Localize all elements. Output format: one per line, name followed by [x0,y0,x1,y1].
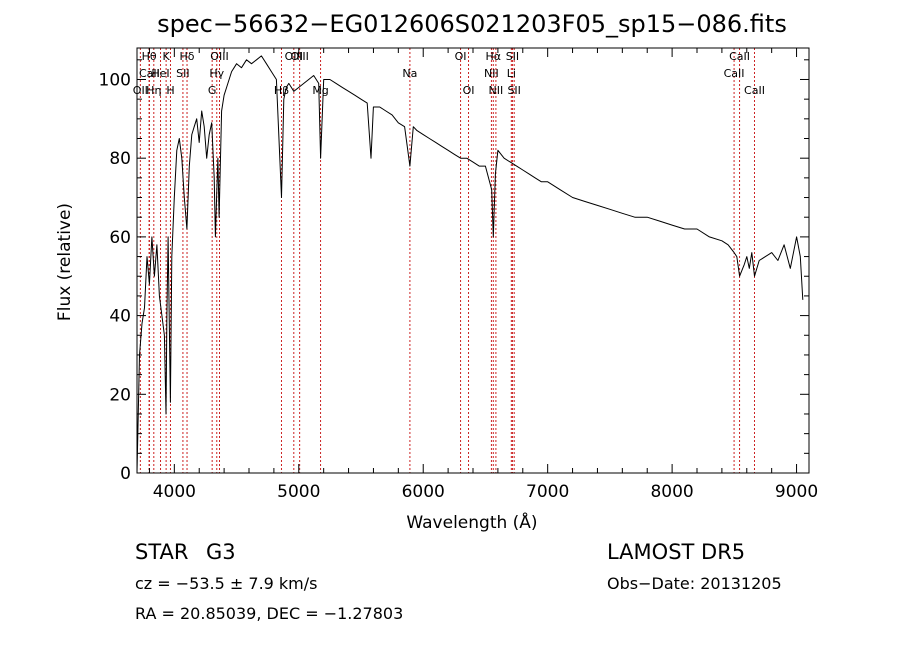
y-axis-label: Flux (relative) [55,203,75,321]
spectral-line-label: OI [455,50,467,63]
x-axis: 4000 5000 6000 7000 8000 9000 [148,48,818,502]
spectral-line-label: SII [176,67,189,80]
spectral-line-label: OIII [290,50,308,63]
y-tick-label: 80 [109,149,131,169]
spectral-line-label: OI [463,84,475,97]
y-tick-label: 100 [99,70,131,90]
y-axis: 0 20 40 60 80 100 [99,59,809,484]
spectral-line-label: Na [402,67,417,80]
spectral-line-label: HeI [151,67,169,80]
chart-title: spec−56632−EG012606S021203F05_sp15−086.f… [157,10,787,38]
x-tick-label: 6000 [402,482,445,502]
y-tick-label: 40 [109,307,131,327]
x-tick-label: 5000 [277,482,320,502]
spectrum-series [136,55,804,474]
coordinates-text: RA = 20.85039, DEC = −1.27803 [135,604,404,623]
x-tick-label: 9000 [775,482,818,502]
spectral-line-label: NII [489,84,504,97]
spectral-line-label: Hδ [180,50,195,63]
spectral-line-label: SII [507,84,520,97]
spectral-line-label: H [166,84,174,97]
spectral-line-label: Li [507,67,516,80]
plot-frame [136,47,810,474]
x-axis-label: Wavelength (Å) [406,511,537,533]
spectral-line-label: SII [506,50,519,63]
spectral-line-markers [139,48,755,473]
y-tick-label: 0 [120,464,131,484]
object-subclass: G3 [206,540,236,564]
x-tick-label: 4000 [153,482,196,502]
spectral-line-label: Hθ [142,50,157,63]
spectral-line-label: CaII [744,84,765,97]
spectral-line-label: Hα [486,50,502,63]
spectral-line-label: Hη [146,84,161,97]
x-tick-label: 7000 [526,482,569,502]
spectral-line-label: CaII [139,67,160,80]
spectral-line-label: CaII [724,67,745,80]
spectral-line-label: G [208,84,217,97]
spectral-line-label: CaII [729,50,750,63]
y-tick-label: 60 [109,228,131,248]
spectrum-line [136,55,804,474]
spectral-line-label: Hγ [209,67,224,80]
spectral-line-label: NII [484,67,499,80]
spectral-line-label: K [163,50,171,63]
spectral-line-label: Mg [312,84,328,97]
x-tick-label: 8000 [650,482,693,502]
redshift-text: cz = −53.5 ± 7.9 km/s [135,574,318,593]
y-tick-label: 20 [109,385,131,405]
obs-date: Obs−Date: 20131205 [607,574,782,593]
object-class: STAR [135,540,189,564]
spectral-line-label: OIII [210,50,228,63]
survey-name: LAMOST DR5 [607,540,746,564]
